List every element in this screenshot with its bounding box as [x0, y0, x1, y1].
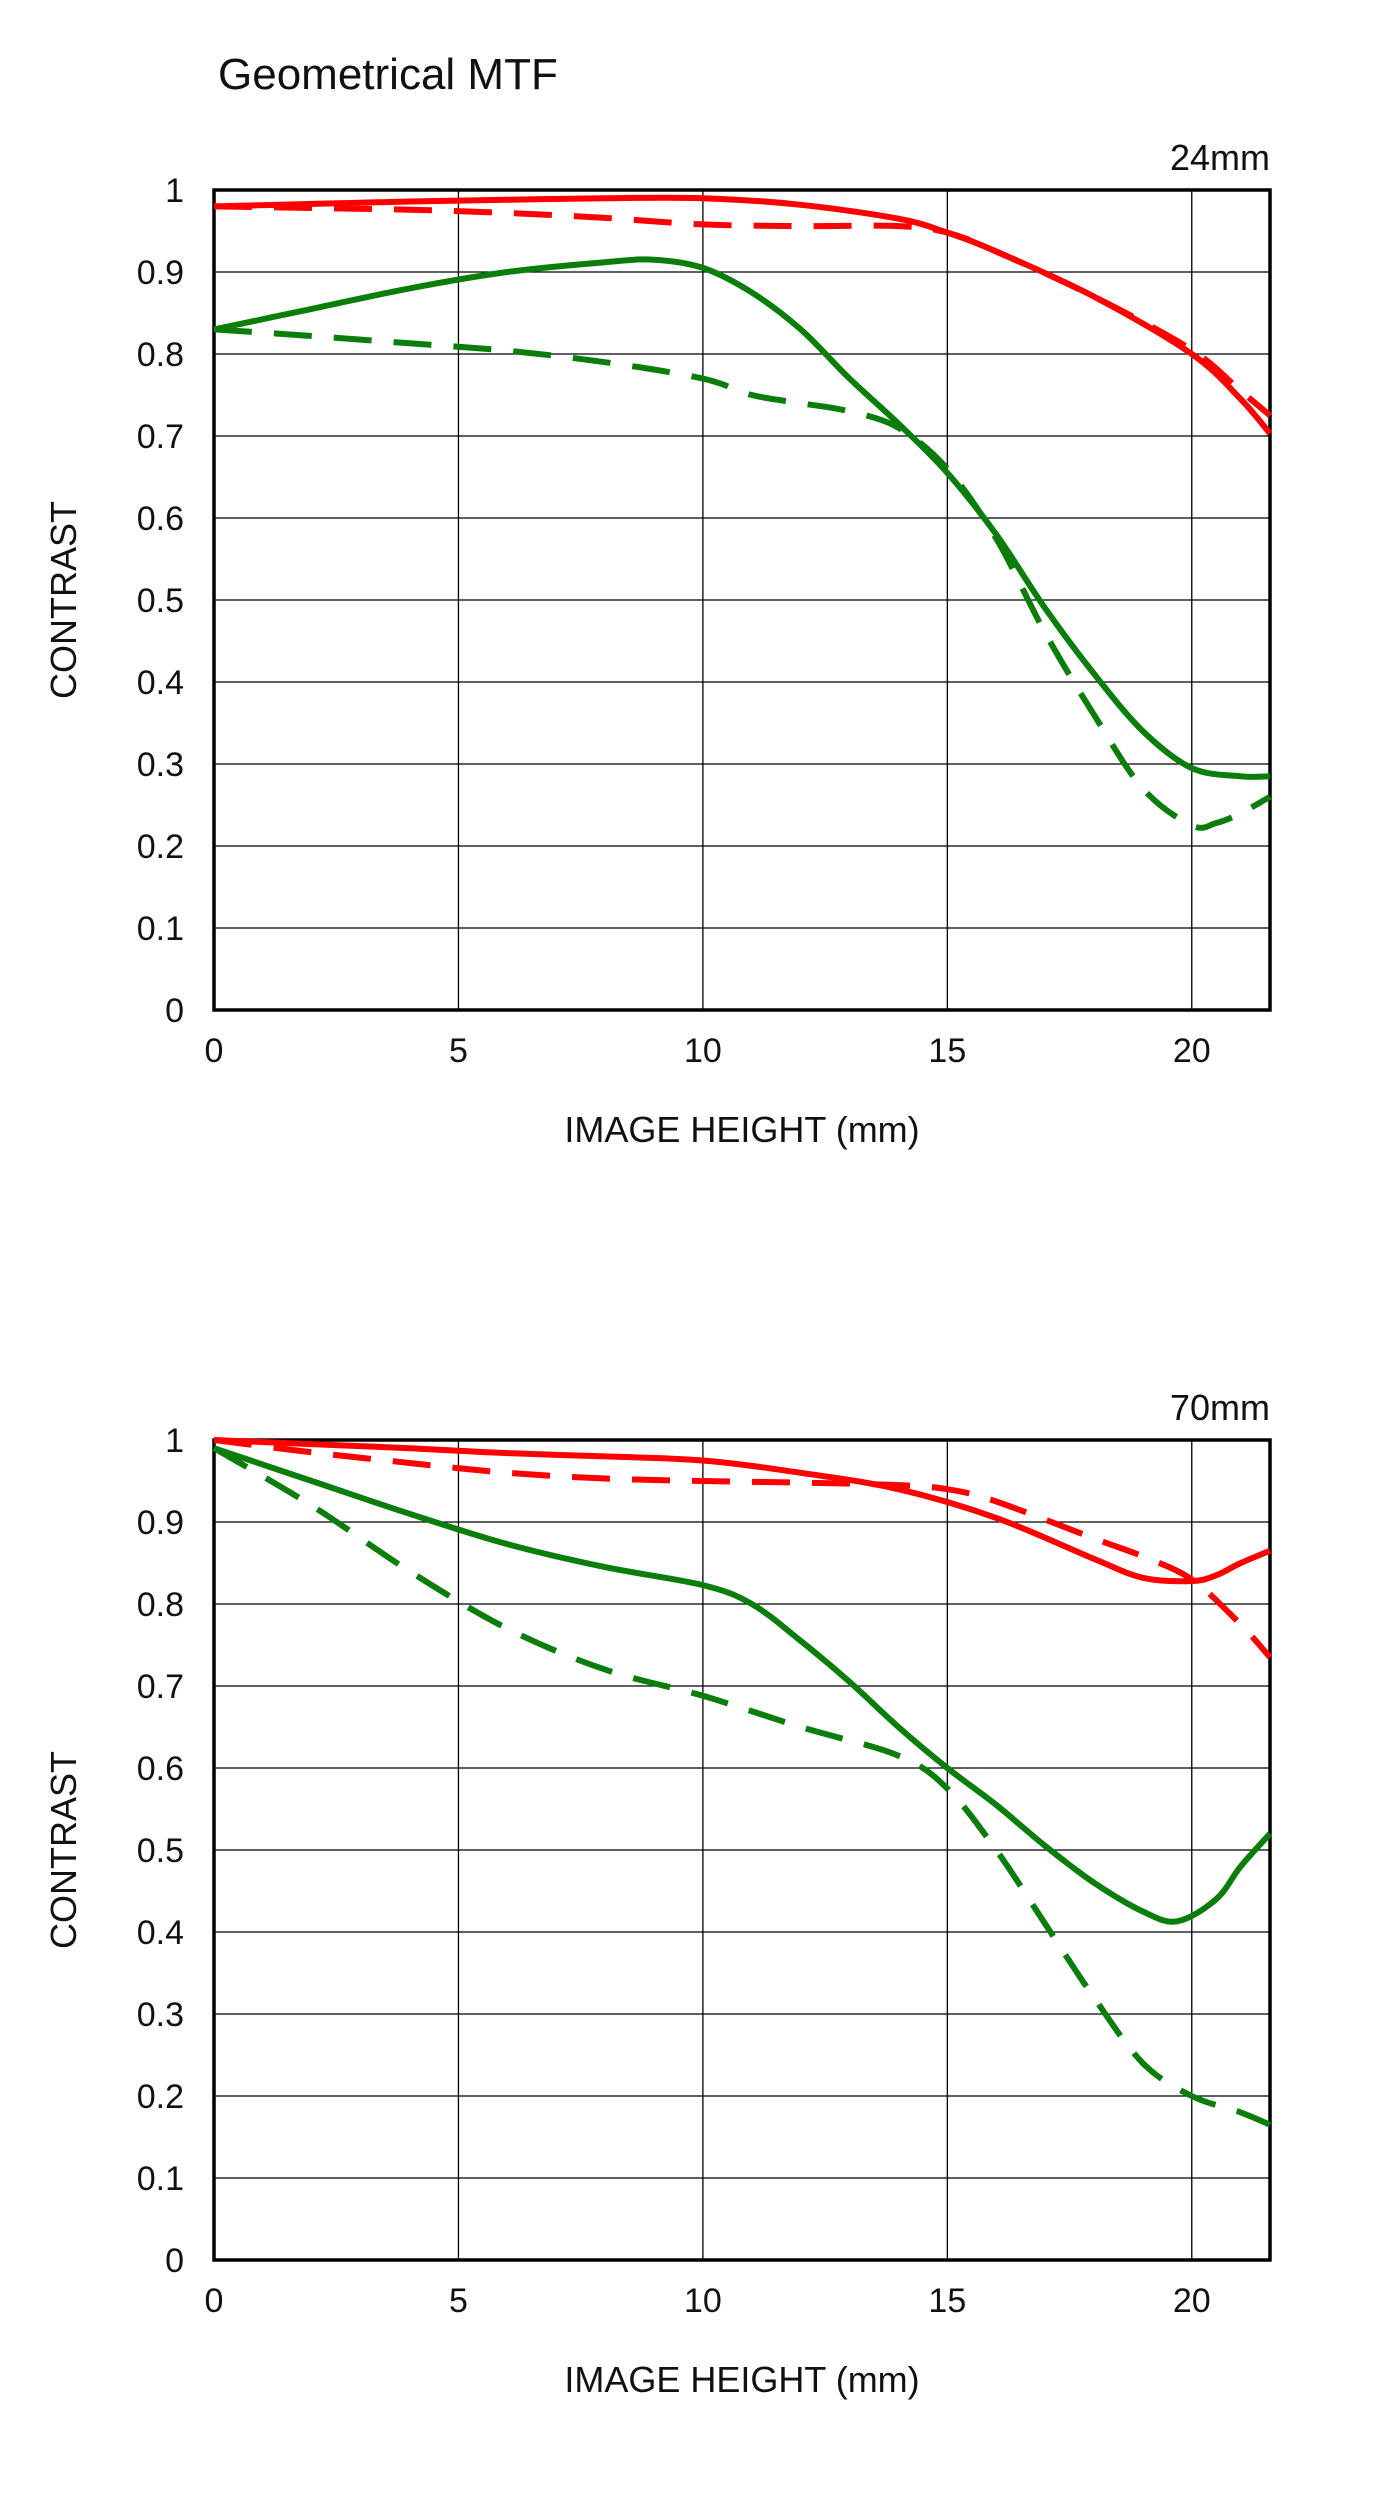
y-tick-label: 0.6 — [137, 500, 184, 538]
series-red-dashed-line — [213, 1437, 1273, 1660]
y-tick-label: 1 — [165, 172, 184, 210]
x-tick-label: 10 — [684, 1032, 722, 1070]
y-tick-label: 0.7 — [137, 1668, 184, 1706]
y-tick-label: 0.4 — [137, 664, 184, 702]
y-tick-label: 0.6 — [137, 1750, 184, 1788]
y-tick-label: 0.3 — [137, 1996, 184, 2034]
x-tick-label: 0 — [205, 1032, 224, 1070]
mtf-chart-24mm: 0 0.1 0.2 0.3 0.4 0.5 0.6 0.7 0.8 0.9 1 0 5 10 15 20 24m… — [0, 120, 1392, 1170]
series-green-dashed-line — [212, 1445, 1272, 2128]
y-tick-label: 0 — [165, 992, 184, 1030]
x-axis-label: IMAGE HEIGHT (mm) — [564, 2359, 919, 2400]
x-tick-label: 10 — [684, 2282, 722, 2320]
y-axis-label: CONTRAST — [43, 501, 84, 699]
y-tick-label: 0.4 — [137, 1914, 184, 1952]
series-green-solid-line — [213, 1445, 1273, 1925]
x-tick-label: 5 — [449, 1032, 468, 1070]
x-tick-label: 15 — [928, 1032, 966, 1070]
y-tick-label: 0.2 — [137, 2078, 184, 2116]
y-tick-label: 0.5 — [137, 1832, 184, 1870]
y-tick-label: 0.2 — [137, 828, 184, 866]
y-tick-label: 0.9 — [137, 254, 184, 292]
mtf-chart-svg: 00.10.20.30.40.50.60.70.80.910 5 10 15 2070m… — [43, 1387, 1273, 2400]
series-red-dashed-line — [213, 203, 1272, 418]
y-tick-label: 1 — [165, 1422, 184, 1460]
y-tick-label: 0.5 — [137, 582, 184, 620]
x-tick-label: 20 — [1173, 1032, 1211, 1070]
plot-frame — [212, 1438, 1272, 2262]
x-tick-label: 0 — [205, 2282, 224, 2320]
mtf-chart-70mm: 0 0.1 0.2 0.3 0.4 0.5 0.6 0.7 0.8 0.9 1 0 5 10 15 20 70m… — [0, 1370, 1392, 2420]
focal-length-label: 70mm — [1170, 1387, 1270, 1428]
y-tick-label: 0.8 — [137, 336, 184, 374]
y-tick-label: 0.1 — [137, 910, 184, 948]
y-tick-label: 0.3 — [137, 746, 184, 784]
y-tick-label: 0.8 — [137, 1586, 184, 1624]
plot-frame — [212, 188, 1272, 1012]
series-red-solid-line — [213, 1437, 1272, 1585]
y-tick-label: 0.9 — [137, 1504, 184, 1542]
x-axis-label: IMAGE HEIGHT (mm) — [564, 1109, 919, 1150]
series-red-solid-line — [213, 194, 1273, 436]
x-tick-label: 5 — [449, 2282, 468, 2320]
series-green-dashed-line — [213, 326, 1272, 831]
focal-length-label: 24mm — [1170, 137, 1270, 178]
series-green-solid-line — [213, 256, 1271, 780]
mtf-chart-svg: 00.10.20.30.40.50.60.70.80.910 5 10 15 2024m… — [43, 137, 1273, 1150]
x-tick-label: 15 — [928, 2282, 966, 2320]
page-title: Geometrical MTF — [218, 50, 558, 99]
x-tick-label: 20 — [1173, 2282, 1211, 2320]
y-tick-label: 0.7 — [137, 418, 184, 456]
y-tick-label: 0.1 — [137, 2160, 184, 2198]
y-tick-label: 0 — [165, 2242, 184, 2280]
y-axis-label: CONTRAST — [43, 1751, 84, 1949]
